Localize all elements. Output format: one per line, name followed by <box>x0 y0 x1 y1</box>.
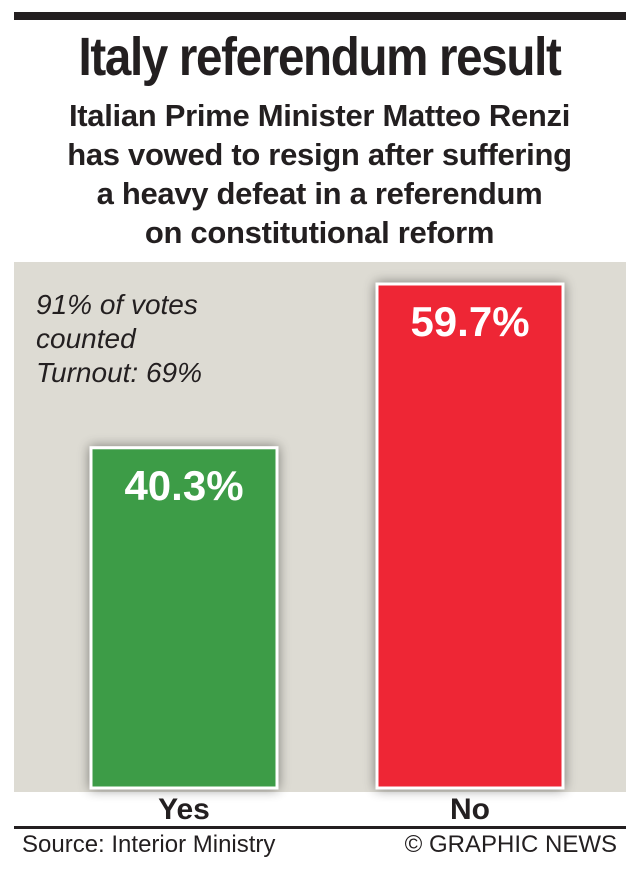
top-rule <box>14 12 626 20</box>
category-label-no: No <box>450 793 490 826</box>
note-line: Turnout: 69% <box>36 357 203 388</box>
bar-no <box>375 282 565 790</box>
value-label-no: 59.7% <box>410 298 529 345</box>
bar-yes <box>89 446 279 790</box>
counting-note: 91% of votes counted Turnout: 69% <box>36 288 202 390</box>
subtitle-line: has vowed to resign after suffering <box>67 137 572 172</box>
subtitle-line: Italian Prime Minister Matteo Renzi <box>68 98 571 133</box>
chart-title: Italy referendum result <box>78 27 562 87</box>
credit-note: © GRAPHIC NEWS <box>404 831 617 858</box>
chart-subtitle: Italian Prime Minister Matteo Renzi has … <box>0 96 639 252</box>
subtitle-line: on constitutional reform <box>144 215 495 250</box>
source-note: Source: Interior Ministry <box>22 831 276 858</box>
category-label-yes: Yes <box>158 793 210 826</box>
note-line: 91% of votes <box>36 289 198 320</box>
value-label-yes: 40.3% <box>124 462 243 509</box>
subtitle-line: a heavy defeat in a referendum <box>96 176 543 211</box>
note-line: counted <box>36 323 136 354</box>
bottom-rule <box>14 826 626 829</box>
